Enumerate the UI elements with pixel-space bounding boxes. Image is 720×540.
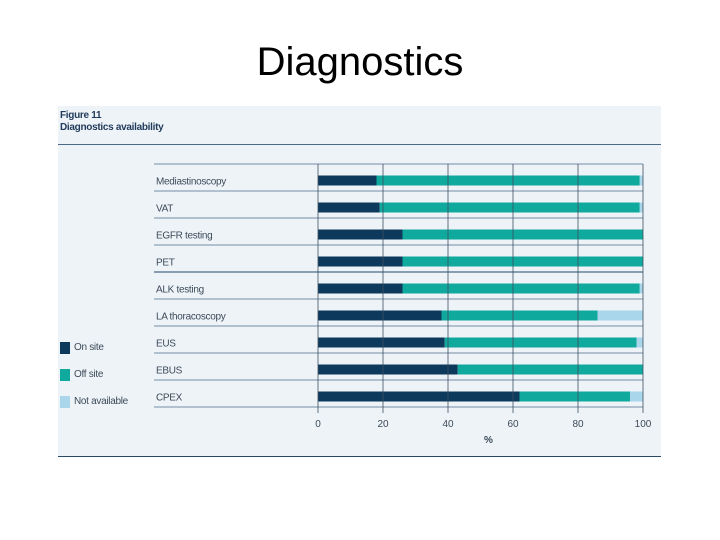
bar-on-site	[318, 175, 377, 186]
legend-label-on-site: On site	[74, 342, 104, 353]
x-axis-ticks: 0 20 40 60 80 100	[315, 419, 652, 430]
figure-header-rule	[58, 144, 661, 145]
figure-panel: Figure 11 Diagnostics availability Media…	[58, 106, 661, 457]
bar-on-site	[318, 337, 445, 348]
category-label: EUS	[156, 339, 176, 350]
bar-off-site	[402, 256, 643, 267]
category-label: ALK testing	[156, 285, 204, 296]
bar-on-site	[318, 310, 442, 321]
category-label: Mediastinoscopy	[156, 177, 226, 188]
bar-off-site	[376, 175, 640, 186]
category-label: LA thoracoscopy	[156, 312, 226, 323]
bar-off-site	[402, 229, 643, 240]
x-tick-label: 60	[507, 419, 519, 430]
bar-not-available	[636, 337, 643, 348]
x-tick-label: 40	[442, 419, 454, 430]
bar-off-site	[519, 391, 630, 402]
gridlines	[317, 164, 644, 413]
bar-not-available	[639, 175, 643, 186]
legend-swatch-not-available	[60, 396, 70, 408]
x-tick-label: 0	[315, 419, 321, 430]
bar-on-site	[318, 256, 403, 267]
bar-off-site	[444, 337, 637, 348]
bar-on-site	[318, 229, 403, 240]
figure-number: Figure 11	[60, 110, 102, 121]
figure-header: Figure 11 Diagnostics availability	[60, 110, 164, 134]
x-tick-label: 20	[377, 419, 389, 430]
category-labels: Mediastinoscopy VAT EGFR testing PET ALK tes…	[156, 177, 227, 404]
figure-caption: Diagnostics availability	[60, 122, 164, 133]
bar-on-site	[318, 391, 520, 402]
bar-off-site	[457, 364, 643, 375]
legend-label-off-site: Off site	[74, 369, 104, 380]
bar-off-site	[402, 283, 640, 294]
stacked-bar-chart: Mediastinoscopy VAT EGFR testing PET ALK tes…	[154, 163, 652, 446]
category-label: EBUS	[156, 366, 183, 377]
category-label: VAT	[156, 204, 173, 215]
x-tick-label: 100	[635, 419, 652, 430]
x-axis-title: %	[484, 435, 493, 446]
row-separators	[154, 163, 643, 408]
bar-not-available	[639, 283, 643, 294]
legend-swatch-off-site	[60, 369, 70, 381]
legend-label-not-available: Not available	[74, 396, 128, 407]
bar-on-site	[318, 283, 403, 294]
bar-not-available	[597, 310, 643, 321]
x-tick-label: 80	[572, 419, 584, 430]
category-label: EGFR testing	[156, 231, 212, 242]
legend-swatch-on-site	[60, 342, 70, 354]
bar-not-available	[639, 202, 643, 213]
bar-off-site	[441, 310, 598, 321]
bar-on-site	[318, 364, 458, 375]
bar-on-site	[318, 202, 380, 213]
bar-off-site	[379, 202, 640, 213]
category-label: CPEX	[156, 393, 183, 404]
category-label: PET	[156, 258, 175, 269]
bar-not-available	[630, 391, 643, 402]
bars-layer	[318, 175, 643, 402]
slide-title: Diagnostics	[256, 40, 464, 84]
